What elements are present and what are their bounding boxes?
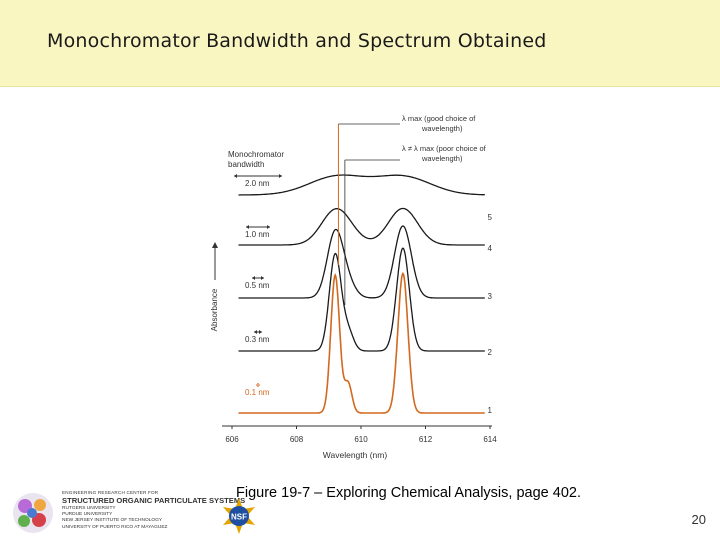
spectrum-line-2 <box>238 247 485 352</box>
curve-label-4: 4 <box>488 244 493 253</box>
erc-logo: ENGINEERING RESEARCH CENTER FOR STRUCTUR… <box>10 489 246 537</box>
logo-member: PURDUE UNIVERSITY <box>62 512 113 518</box>
bandwidth-header-line1: Monochromator <box>228 150 284 159</box>
bandwidth-label-2: 0.3 nm <box>245 335 270 344</box>
bandwidth-arrowhead-2 <box>254 330 262 334</box>
figure-caption: Figure 19-7 – Exploring Chemical Analysi… <box>236 485 581 501</box>
spectrum-line-3 <box>238 225 485 299</box>
lambda-max-label-line1: λ max (good choice of <box>402 114 476 123</box>
x-tick-label: 612 <box>419 435 433 444</box>
spectrum-line-4 <box>238 207 485 246</box>
nsf-logo-icon: NSF <box>223 498 255 534</box>
curve-label-1: 1 <box>488 406 493 415</box>
nsf-text: NSF <box>231 513 247 522</box>
bandwidth-label-3: 0.5 nm <box>245 281 270 290</box>
x-tick-label: 614 <box>483 435 497 444</box>
spectrum-line-5 <box>238 174 485 196</box>
bandwidth-arrowhead-1 <box>256 383 260 387</box>
bandwidth-label-4: 1.0 nm <box>245 230 270 239</box>
logo-name: STRUCTURED ORGANIC PARTICULATE SYSTEMS <box>62 496 246 505</box>
bandwidth-arrowhead-3 <box>252 276 264 280</box>
logo-member: UNIVERSITY OF PUERTO RICO AT MAYAGUEZ <box>62 524 168 530</box>
x-tick-label: 610 <box>354 435 368 444</box>
logo-tagline: ENGINEERING RESEARCH CENTER FOR <box>62 490 159 495</box>
molecule-emblem-icon <box>13 493 53 533</box>
x-tick-label: 606 <box>225 435 239 444</box>
spectrum-chart: 1 0.1 nm 2 0.3 nm 3 0.5 nm 4 1.0 nm 5 2.0 nm Monoc… <box>210 114 497 460</box>
y-axis-label: Absorbance <box>210 288 219 331</box>
curve-label-5: 5 <box>488 213 493 222</box>
bandwidth-header-line2: bandwidth <box>228 160 264 169</box>
title-band: Monochromator Bandwidth and Spectrum Obt… <box>0 0 720 87</box>
logo-member: NEW JERSEY INSTITUTE OF TECHNOLOGY <box>62 518 163 524</box>
curve-label-3: 3 <box>488 292 493 301</box>
logo-member: RUTGERS UNIVERSITY <box>62 506 116 511</box>
x-axis-label: Wavelength (nm) <box>323 450 388 460</box>
spectrum-line-1 <box>238 271 485 414</box>
lambda-max-label-line2: wavelength) <box>421 124 463 133</box>
bandwidth-label-1: 0.1 nm <box>245 388 270 397</box>
x-tick-label: 608 <box>290 435 304 444</box>
curve-label-2: 2 <box>488 348 493 357</box>
bandwidth-label-5: 2.0 nm <box>245 179 270 188</box>
y-axis-arrowhead <box>212 242 218 248</box>
lambda-poor-label-line2: wavelength) <box>421 154 463 163</box>
lambda-poor-label-line1: λ ≠ λ max (poor choice of <box>402 144 487 153</box>
slide-title: Monochromator Bandwidth and Spectrum Obt… <box>47 30 547 52</box>
page-number: 20 <box>691 512 706 527</box>
